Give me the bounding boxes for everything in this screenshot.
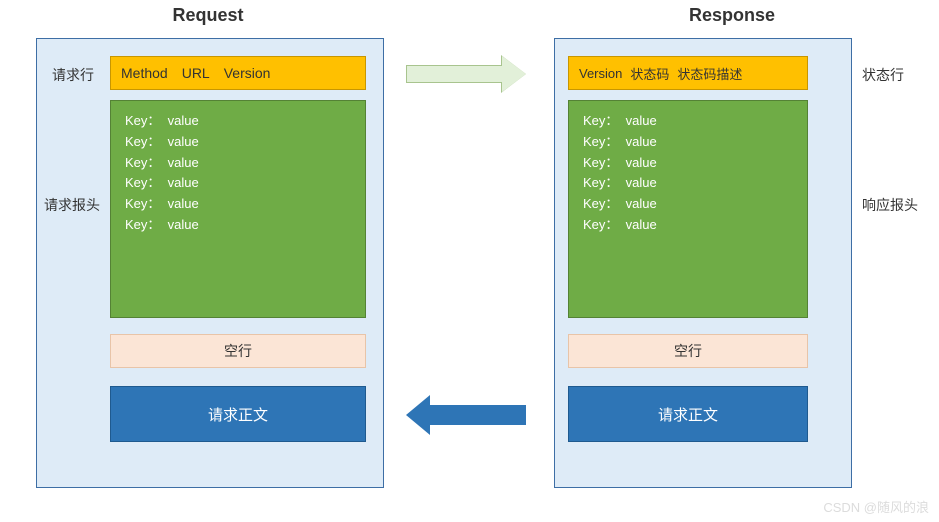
response-headers-label: 响应报头 xyxy=(862,195,918,215)
response-title: Response xyxy=(672,5,792,26)
header-row: Key： value xyxy=(125,173,351,194)
header-row: Key： value xyxy=(583,132,793,153)
header-row: Key： value xyxy=(583,215,793,236)
header-row: Key： value xyxy=(583,173,793,194)
arrow-response-to-request xyxy=(406,395,526,435)
request-title: Request xyxy=(158,5,258,26)
response-status-text: 状态码描述 xyxy=(677,64,742,83)
header-row: Key： value xyxy=(583,111,793,132)
request-version: Version xyxy=(224,65,271,81)
header-row: Key： value xyxy=(125,194,351,215)
request-first-line-box: Method URL Version xyxy=(110,56,366,90)
header-row: Key： value xyxy=(125,215,351,236)
response-version: Version xyxy=(579,66,622,81)
diagram-container: Request 请求行 Method URL Version 请求报头 Key：… xyxy=(0,0,939,522)
request-url: URL xyxy=(182,65,210,81)
header-row: Key： value xyxy=(125,153,351,174)
request-method: Method xyxy=(121,65,168,81)
response-body-box: 请求正文 xyxy=(568,386,808,442)
response-headers-box: Key： valueKey： valueKey： valueKey： value… xyxy=(568,100,808,318)
arrow-request-to-response xyxy=(406,56,526,92)
watermark-text: CSDN @随风的浪 xyxy=(823,497,929,516)
header-row: Key： value xyxy=(583,194,793,215)
header-row: Key： value xyxy=(125,111,351,132)
response-first-line-box: Version 状态码 状态码描述 xyxy=(568,56,808,90)
response-status-code: 状态码 xyxy=(630,64,669,83)
request-first-line-label: 请求行 xyxy=(52,65,94,85)
request-headers-box: Key： valueKey： valueKey： valueKey： value… xyxy=(110,100,366,318)
request-headers-label: 请求报头 xyxy=(44,195,100,215)
header-row: Key： value xyxy=(583,153,793,174)
request-empty-line-box: 空行 xyxy=(110,334,366,368)
header-row: Key： value xyxy=(125,132,351,153)
request-body-box: 请求正文 xyxy=(110,386,366,442)
response-empty-line-box: 空行 xyxy=(568,334,808,368)
response-first-line-label: 状态行 xyxy=(862,65,904,85)
